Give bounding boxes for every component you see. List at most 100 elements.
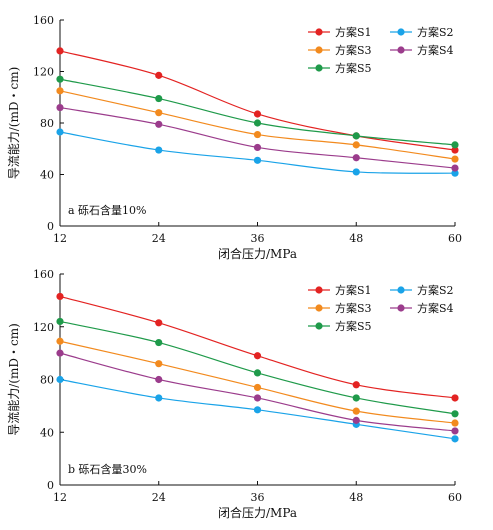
data-point-方案S4-24 xyxy=(155,375,163,384)
x-tick-label: 60 xyxy=(448,491,462,504)
data-point-方案S2-48 xyxy=(352,168,360,176)
legend-entry-方案S5: 方案S5 xyxy=(335,61,372,75)
y-tick-label: 40 xyxy=(40,426,54,439)
data-point-方案S5-36 xyxy=(253,369,262,377)
data-point-方案S4-48 xyxy=(352,416,360,424)
x-tick-label: 12 xyxy=(53,491,67,504)
legend-marker xyxy=(397,304,405,312)
series-line-方案S1 xyxy=(59,295,456,399)
legend-marker xyxy=(397,286,405,294)
data-point-方案S4-12 xyxy=(56,103,64,112)
data-point-方案S3-48 xyxy=(352,407,360,415)
legend-marker xyxy=(315,304,323,312)
data-point-方案S5-48 xyxy=(352,394,360,402)
y-axis-label: 导流能力/(mD・cm) xyxy=(7,67,21,180)
data-point-方案S3-24 xyxy=(155,360,163,368)
data-point-方案S5-24 xyxy=(155,338,163,347)
data-point-方案S4-60 xyxy=(451,427,459,435)
legend-marker xyxy=(315,286,323,294)
legend-entry-方案S3: 方案S3 xyxy=(335,301,372,315)
legend-marker xyxy=(397,28,405,36)
x-tick-label: 48 xyxy=(349,232,363,245)
data-point-方案S1-12 xyxy=(56,47,64,55)
subplot-label: a 砾石含量10% xyxy=(68,203,147,217)
legend-marker xyxy=(315,46,323,54)
data-point-方案S1-12 xyxy=(56,292,64,301)
data-point-方案S3-12 xyxy=(56,87,64,95)
series-line-方案S4 xyxy=(59,352,456,432)
y-tick-label: 80 xyxy=(40,117,54,130)
legend-entry-方案S4: 方案S4 xyxy=(417,301,454,315)
data-point-方案S1-60 xyxy=(451,394,459,402)
data-point-方案S4-24 xyxy=(155,120,163,128)
data-point-方案S4-36 xyxy=(253,143,262,152)
data-point-方案S4-48 xyxy=(352,154,360,162)
y-tick-label: 80 xyxy=(40,374,54,387)
chart-panel-b: 0 40 80 120 160 12 24 36 48 60 闭合压力/MPa 导流能力/(mD・cm… xyxy=(7,268,462,520)
legend-marker xyxy=(397,46,405,54)
data-point-方案S1-60 xyxy=(451,146,459,154)
data-point-方案S4-12 xyxy=(56,349,64,357)
legend-entry-方案S5: 方案S5 xyxy=(335,319,372,333)
data-point-方案S1-24 xyxy=(155,71,163,79)
legend-entry-方案S3: 方案S3 xyxy=(335,43,372,57)
x-tick-label: 24 xyxy=(152,491,166,504)
data-point-方案S3-60 xyxy=(451,419,459,427)
y-tick-label: 0 xyxy=(47,220,54,233)
legend-entry-方案S1: 方案S1 xyxy=(335,25,372,39)
data-point-方案S3-12 xyxy=(56,337,64,345)
data-point-方案S5-12 xyxy=(56,317,64,326)
legend-entry-方案S2: 方案S2 xyxy=(417,283,454,297)
data-point-方案S3-24 xyxy=(155,109,163,117)
x-axis-label: 闭合压力/MPa xyxy=(218,246,297,261)
data-point-方案S5-24 xyxy=(155,94,163,103)
y-tick-label: 160 xyxy=(33,14,54,27)
data-point-方案S3-36 xyxy=(253,383,262,392)
legend-marker xyxy=(315,322,323,330)
data-point-方案S2-24 xyxy=(155,146,163,154)
y-tick-label: 120 xyxy=(33,321,54,334)
data-point-方案S4-36 xyxy=(253,394,262,402)
legend-entry-方案S2: 方案S2 xyxy=(417,25,454,39)
data-point-方案S3-60 xyxy=(451,155,459,163)
data-point-方案S1-24 xyxy=(155,319,163,327)
y-tick-label: 120 xyxy=(33,66,54,79)
data-point-方案S5-60 xyxy=(451,141,459,149)
data-point-方案S5-36 xyxy=(253,119,262,127)
legend-entry-方案S1: 方案S1 xyxy=(335,283,372,297)
data-point-方案S2-36 xyxy=(253,156,262,164)
y-tick-label: 40 xyxy=(40,169,54,182)
data-point-方案S1-48 xyxy=(352,381,360,389)
x-tick-label: 36 xyxy=(251,232,265,245)
data-point-方案S3-48 xyxy=(352,141,360,149)
x-tick-label: 12 xyxy=(53,232,67,245)
data-point-方案S5-60 xyxy=(451,410,459,418)
y-tick-label: 160 xyxy=(33,268,54,281)
x-axis-label: 闭合压力/MPa xyxy=(218,505,297,520)
series-line-方案S2 xyxy=(59,131,456,174)
data-point-方案S2-60 xyxy=(451,169,459,177)
data-point-方案S1-36 xyxy=(253,352,262,360)
data-point-方案S4-60 xyxy=(451,164,459,172)
x-tick-label: 48 xyxy=(349,491,363,504)
data-point-方案S1-36 xyxy=(253,110,262,118)
data-point-方案S2-36 xyxy=(253,406,262,414)
data-point-方案S2-12 xyxy=(56,128,64,136)
legend-marker xyxy=(315,28,323,36)
data-point-方案S2-60 xyxy=(451,435,459,443)
data-point-方案S5-48 xyxy=(352,132,360,140)
data-point-方案S5-12 xyxy=(56,75,64,83)
x-tick-label: 36 xyxy=(251,491,265,504)
legend-marker xyxy=(315,64,323,72)
data-point-方案S3-36 xyxy=(253,130,262,139)
y-tick-label: 0 xyxy=(47,479,54,492)
legend-entry-方案S4: 方案S4 xyxy=(417,43,454,57)
x-tick-label: 24 xyxy=(152,232,166,245)
x-tick-label: 60 xyxy=(448,232,462,245)
subplot-label: b 砾石含量30% xyxy=(68,462,147,476)
data-point-方案S2-24 xyxy=(155,394,163,402)
y-axis-label: 导流能力/(mD・cm) xyxy=(7,323,21,436)
data-point-方案S2-12 xyxy=(56,375,64,384)
chart-panel-a: 0 40 80 120 160 12 24 36 48 60 闭合压力/MPa 导流能力/(mD・cm… xyxy=(7,14,462,261)
